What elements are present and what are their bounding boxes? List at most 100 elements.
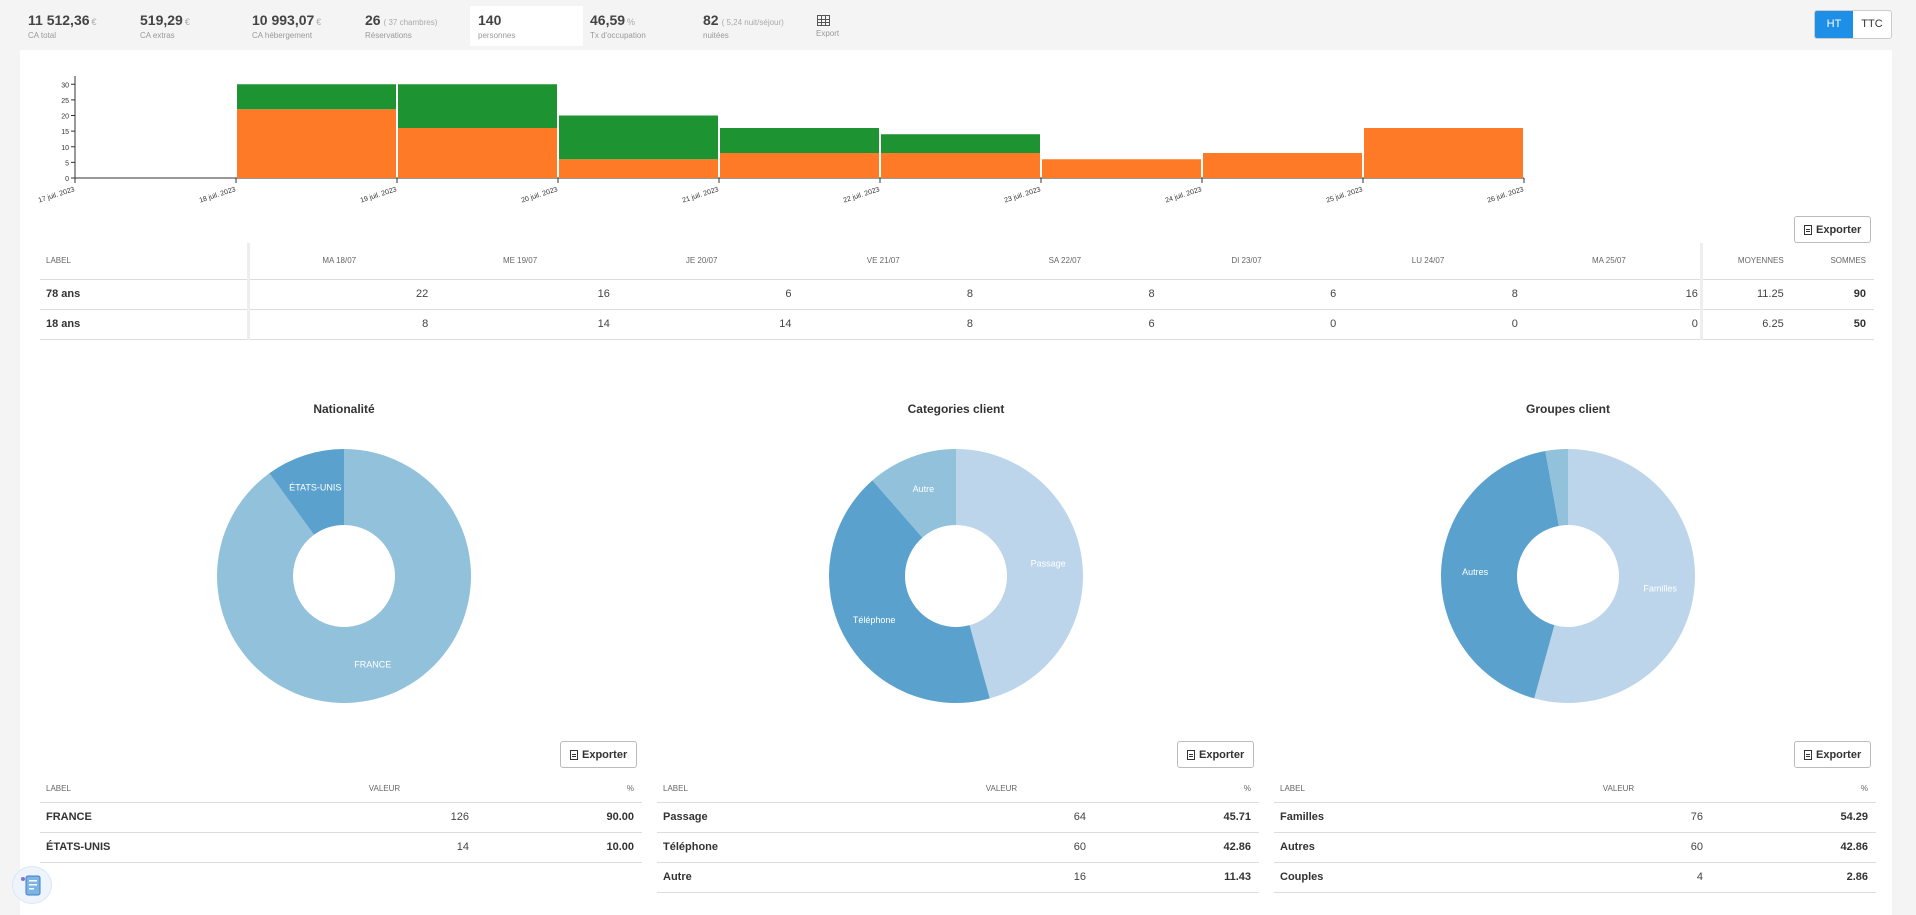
table-cell: 16 <box>430 279 612 310</box>
table-icon <box>817 15 830 26</box>
export-table-button[interactable]: Exporter <box>1794 216 1872 243</box>
column-header-value: VALEUR <box>857 776 1090 803</box>
table-row: Autre 16 11.43 <box>657 862 1259 893</box>
row-label: Passage <box>657 802 857 833</box>
kpi-label: Export <box>816 29 840 38</box>
kpi-bar: 11 512,36 € CA total 519,29 € CA extras 10… <box>0 0 1916 48</box>
export-categories-button[interactable]: Exporter <box>1177 741 1255 768</box>
row-sum: 90 <box>1791 279 1874 310</box>
kpi-value: 519,29 <box>140 12 183 28</box>
kpi-personnes[interactable]: 140 personnes <box>470 6 583 46</box>
donut-slice-autres <box>1441 451 1559 699</box>
row-label: ÉTATS-UNIS <box>40 832 240 863</box>
pie-title-categories: Categories client <box>907 402 1005 416</box>
kpi-unit: € <box>316 17 322 27</box>
table-cell: 8 <box>248 309 431 340</box>
table-cell: 8 <box>975 279 1157 310</box>
y-tick-label: 15 <box>61 129 69 136</box>
donut-chart-groupes: Familles Autres <box>1441 449 1695 703</box>
column-header-day: DI 23/07 <box>1156 243 1339 280</box>
row-pct: 42.86 <box>1707 832 1876 863</box>
help-widget-icon[interactable] <box>12 866 52 904</box>
donut-slice-label: Autre <box>913 484 935 494</box>
row-value: 14 <box>240 832 473 863</box>
groupes-table: LABEL VALEUR % Familles 76 54.29 Autres … <box>1274 776 1876 893</box>
donut-slice-passage <box>956 449 1083 699</box>
row-value: 60 <box>857 832 1090 863</box>
column-header-pct: % <box>1090 776 1259 803</box>
ht-button[interactable]: HT <box>1815 11 1853 38</box>
kpi-sub: ( 37 chambres) <box>383 18 438 27</box>
bar-segment-18-ans <box>881 134 1040 153</box>
y-tick-label: 20 <box>61 114 69 121</box>
row-label: Autre <box>657 862 857 893</box>
column-header-avg: MOYENNES <box>1699 243 1792 280</box>
y-tick-label: 25 <box>61 98 69 105</box>
row-label: Autres <box>1274 832 1474 863</box>
table-cell: 16 <box>1519 279 1702 310</box>
bar-segment-78-ans <box>1042 159 1201 178</box>
export-button-label: Exporter <box>1816 748 1862 761</box>
row-pct: 42.86 <box>1090 832 1259 863</box>
export-button-label: Exporter <box>1199 748 1245 761</box>
document-icon <box>570 749 578 760</box>
kpi-unit: € <box>91 17 97 27</box>
table-row: 18 ans 8 14 14 8 6 0 0 0 6.25 50 <box>40 309 1874 340</box>
kpi-label: CA total <box>28 31 57 40</box>
x-tick-label: 24 juil. 2023 <box>1165 186 1203 204</box>
table-cell: 8 <box>1338 279 1520 310</box>
column-header-sum: SOMMES <box>1791 243 1874 280</box>
ttc-button[interactable]: TTC <box>1861 18 1883 30</box>
row-label: Téléphone <box>657 832 857 863</box>
bar-segment-78-ans <box>1203 153 1362 178</box>
kpi-value: 11 512,36 <box>28 12 90 28</box>
stacked-bar-chart: 0 5 10 15 20 25 30 17 juil. 2023 18 juil. 2023 19… <box>38 76 1525 205</box>
kpi-value: 10 993,07 <box>252 12 315 28</box>
export-nationalite-button[interactable]: Exporter <box>560 741 638 768</box>
row-value: 64 <box>857 802 1090 833</box>
column-header-label: LABEL <box>40 243 251 280</box>
kpi-reservations[interactable]: 26( 37 chambres) Réservations <box>357 6 445 46</box>
table-cell: 8 <box>793 309 976 340</box>
row-value: 16 <box>857 862 1090 893</box>
y-tick-label: 10 <box>61 145 69 152</box>
column-header-label: LABEL <box>657 776 857 803</box>
kpi-export[interactable]: Export <box>808 6 847 46</box>
kpi-ca-total[interactable]: 11 512,36 € CA total <box>20 6 105 46</box>
table-header-row: LABEL VALEUR % <box>1274 776 1876 803</box>
table-row: ÉTATS-UNIS 14 10.00 <box>40 832 642 863</box>
row-pct: 10.00 <box>473 832 642 863</box>
kpi-label: CA hébergement <box>252 31 313 40</box>
export-groupes-button[interactable]: Exporter <box>1794 741 1872 768</box>
x-tick-label: 21 juil. 2023 <box>682 186 720 204</box>
row-label: 18 ans <box>40 309 251 340</box>
row-sum: 50 <box>1791 309 1874 340</box>
kpi-value: 46,59 <box>590 12 626 28</box>
donut-chart-categories: Passage Téléphone Autre <box>829 449 1083 703</box>
kpi-ca-hebergement[interactable]: 10 993,07 € CA hébergement <box>244 6 329 46</box>
y-tick-label: 5 <box>65 160 69 167</box>
bar-segment-18-ans <box>398 84 557 128</box>
donut-slice-t-l-phone <box>829 480 990 703</box>
bar-segment-18-ans <box>720 128 879 153</box>
bar-segment-78-ans <box>237 109 396 178</box>
kpi-occupation[interactable]: 46,59% Tx d'occupation <box>582 6 654 46</box>
table-cell: 6 <box>1156 279 1339 310</box>
row-value: 126 <box>240 802 473 833</box>
table-cell: 0 <box>1338 309 1520 340</box>
column-header-day: LU 24/07 <box>1338 243 1520 280</box>
export-button-label: Exporter <box>582 748 628 761</box>
donut-slice-label: Familles <box>1643 583 1677 593</box>
table-cell: 14 <box>611 309 794 340</box>
column-header-value: VALEUR <box>240 776 473 803</box>
column-header-pct: % <box>473 776 642 803</box>
kpi-ca-extras[interactable]: 519,29 € CA extras <box>132 6 198 46</box>
kpi-label: Réservations <box>365 31 412 40</box>
bar-segment-18-ans <box>237 84 396 110</box>
kpi-nuitees[interactable]: 82( 5,24 nuit/séjour) nuitées <box>695 6 792 46</box>
column-header-label: LABEL <box>1274 776 1474 803</box>
donut-chart-nationalite: FRANCE ÉTATS-UNIS <box>216 449 471 703</box>
x-tick-label: 18 juil. 2023 <box>199 186 237 204</box>
table-row: Familles 76 54.29 <box>1274 802 1876 833</box>
document-icon <box>1804 749 1812 760</box>
